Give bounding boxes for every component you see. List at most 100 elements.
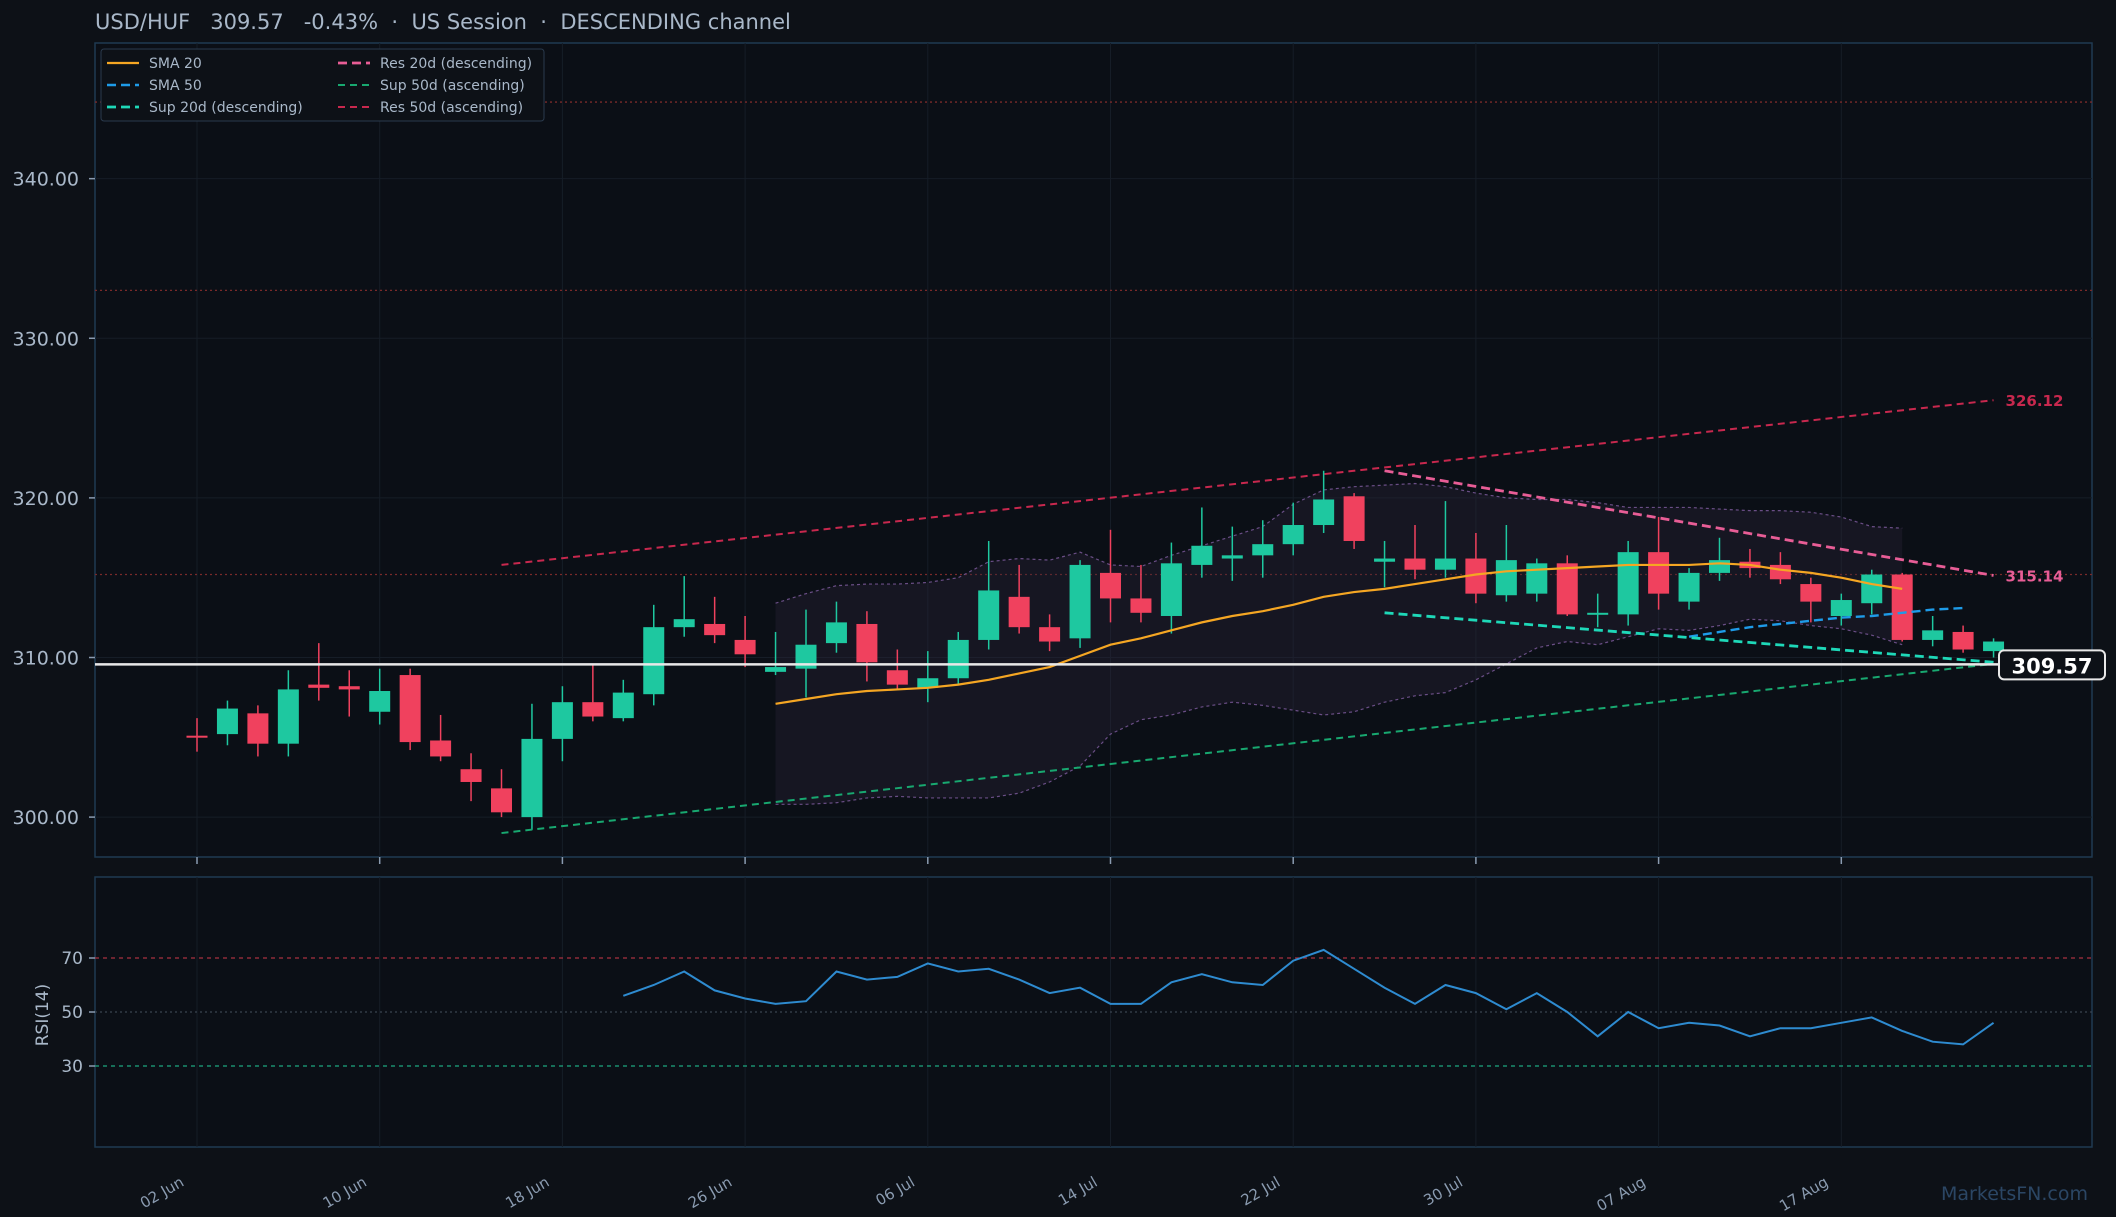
legend-label: SMA 50	[149, 78, 202, 94]
candle-body-down	[1556, 563, 1578, 615]
candle-body-up	[277, 689, 299, 744]
y-tick-label: 300.00	[13, 807, 79, 829]
last-price-tag	[1998, 649, 2106, 681]
series-line-res-50d-ascending	[501, 399, 1994, 566]
candle-body-up	[643, 627, 665, 695]
candle-body-down	[247, 713, 269, 744]
x-tick-label: 17 Aug	[1776, 1173, 1831, 1215]
candle-body-down	[886, 670, 908, 685]
series-line-res-20d-descending	[1384, 469, 1994, 577]
x-tick-label: 22 Jul	[1238, 1173, 1283, 1210]
legend-label: Res 20d (descending)	[380, 56, 532, 72]
candle-body-down	[856, 623, 878, 663]
header-separator: ·	[391, 10, 399, 34]
candle-body-down	[582, 702, 604, 717]
candle-body-down	[1465, 558, 1487, 594]
candle-body-down	[338, 686, 360, 690]
candle-body-down	[399, 675, 421, 743]
y-tick-label: 310.00	[13, 647, 79, 669]
candle-body-up	[1709, 560, 1730, 573]
candle-body-up	[1160, 563, 1182, 616]
y-tick-label: 320.00	[13, 488, 79, 510]
x-tick-label: 14 Jul	[1055, 1173, 1100, 1210]
candle-body-up	[1861, 574, 1883, 604]
candle-body-down	[1130, 598, 1152, 613]
session-label: US Session	[411, 10, 527, 34]
x-tick-label: 30 Jul	[1421, 1173, 1466, 1210]
candle-body-down	[491, 788, 512, 813]
candle-body-down	[1008, 596, 1030, 628]
candle-body-down	[704, 623, 726, 636]
header-separator: ·	[540, 10, 547, 34]
candle-body-down	[1891, 574, 1913, 640]
series-end-label: 326.12	[2006, 392, 2064, 410]
candle-body-up	[673, 619, 695, 628]
candle-body-up	[1983, 641, 2005, 652]
candle-body-up	[978, 590, 1000, 640]
candle-body-up	[1434, 558, 1456, 570]
candle-body-down	[1100, 572, 1121, 599]
candle-body-up	[795, 644, 817, 669]
candle-body-up	[1587, 612, 1609, 615]
candle-body-up	[1526, 563, 1548, 594]
candle-body-down	[1800, 584, 1822, 602]
candle-body-up	[1830, 600, 1852, 616]
x-tick-label: 07 Aug	[1594, 1173, 1649, 1215]
candle-body-up	[612, 692, 634, 719]
candle-body-up	[1374, 558, 1396, 562]
y-tick-label: 330.00	[13, 328, 79, 350]
candle-body-up	[521, 738, 543, 818]
last-price-label: 309.57	[2011, 654, 2092, 678]
x-tick-label: 02 Jun	[137, 1173, 187, 1212]
rsi-line	[622, 948, 1995, 1046]
x-tick-label: 06 Jul	[872, 1173, 917, 1210]
symbol-label: USD/HUF	[95, 10, 191, 34]
x-tick-label: 18 Jun	[502, 1173, 552, 1212]
x-tick-label: 10 Jun	[320, 1173, 370, 1212]
series-line-sma-20	[775, 562, 1903, 705]
series-line-sup-20d-descending	[1384, 611, 1994, 664]
channel-label: DESCENDING channel	[560, 10, 791, 34]
price-label: 309.57	[210, 10, 284, 34]
series-line-sma-50	[1688, 606, 1964, 638]
candle-body-down	[734, 639, 756, 655]
candle-body-up	[1282, 525, 1304, 545]
legend-box	[100, 48, 545, 122]
series-end-label: 315.14	[2006, 567, 2064, 585]
legend-label: Sup 50d (ascending)	[380, 78, 525, 94]
candle-body-up	[1495, 560, 1517, 596]
legend-label: SMA 20	[149, 56, 202, 72]
candle-body-up	[1313, 499, 1335, 526]
candle-body-up	[551, 702, 573, 739]
candle-body-down	[186, 735, 208, 738]
candle-body-down	[460, 769, 482, 782]
candle-body-down	[1648, 552, 1670, 594]
candle-body-down	[1039, 627, 1061, 642]
rsi-y-tick-label: 30	[61, 1057, 83, 1077]
chart-header: USD/HUF 309.57 -0.43% · US Session · DES…	[95, 10, 791, 34]
candle-body-up	[947, 639, 969, 679]
candle-body-up	[1191, 545, 1213, 565]
candle-body-up	[1678, 572, 1700, 602]
candle-body-up	[1069, 564, 1091, 639]
candle-body-up	[825, 622, 847, 644]
rsi-y-tick-label: 50	[61, 1003, 83, 1023]
rsi-axis-label: RSI(14)	[33, 984, 53, 1047]
candle-body-up	[216, 708, 238, 735]
change-label: -0.43%	[303, 10, 379, 34]
watermark: MarketsFN.com	[1941, 1183, 2088, 1205]
bollinger-upper-line	[775, 482, 1903, 604]
candle-body-up	[369, 691, 391, 712]
candle-body-up	[1617, 552, 1639, 615]
legend-label: Res 50d (ascending)	[380, 100, 523, 116]
candle-body-down	[308, 684, 330, 688]
bollinger-lower-line	[775, 618, 1903, 805]
candle-body-down	[1343, 496, 1365, 541]
candle-body-down	[430, 740, 452, 757]
candle-body-down	[1952, 631, 1974, 650]
legend: SMA 20 SMA 50 Sup 20d (descending) Res 20d …	[100, 48, 545, 122]
candle-body-down	[1404, 558, 1426, 570]
rsi-y-tick-label: 70	[61, 949, 83, 969]
